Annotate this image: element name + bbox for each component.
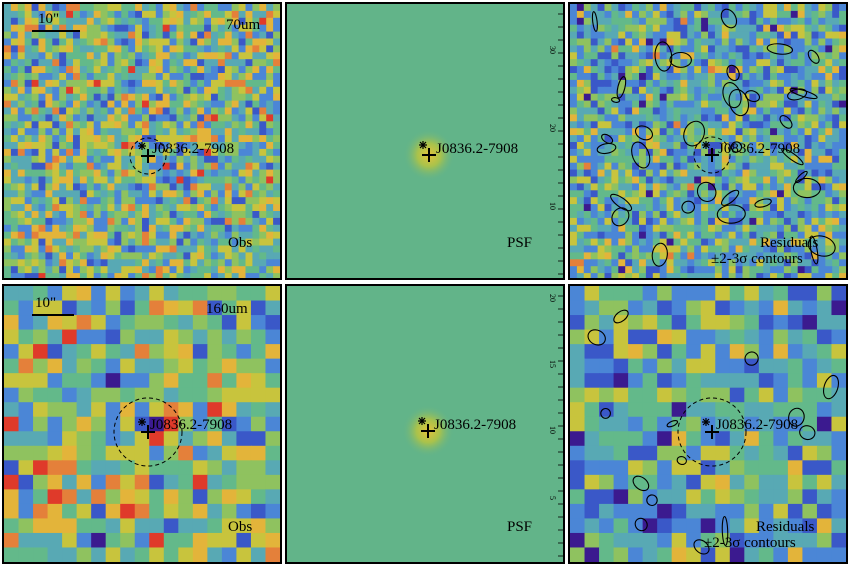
panel-label-obs: Obs — [228, 519, 253, 535]
psf-image-70um — [287, 4, 563, 278]
contour-line — [666, 419, 679, 428]
contour-line — [807, 235, 836, 257]
axis-tick-label: 20 — [548, 294, 557, 302]
contour-line — [616, 76, 627, 99]
contour-line — [634, 125, 654, 141]
contour-line — [726, 64, 740, 82]
contour-line — [613, 309, 629, 324]
residual-panel-160um: J0836.2-7908 Residuals ±2-3σ contours — [568, 284, 848, 564]
contour-line — [721, 516, 729, 546]
source-label: J0836.2-7908 — [436, 141, 519, 157]
contour-line — [683, 120, 706, 147]
contour-line — [596, 142, 617, 155]
contour-line — [696, 181, 717, 203]
panel-label-psf: PSF — [507, 519, 533, 535]
axis-tick-label: 10 — [548, 202, 557, 210]
contour-line — [822, 374, 840, 400]
catalog-asterisk — [702, 418, 710, 426]
source-label: J0836.2-7908 — [716, 417, 799, 433]
axis-tick-label: 10 — [548, 426, 557, 434]
panel-label-residuals: Residuals — [760, 235, 819, 251]
position-cross — [141, 149, 155, 163]
aperture-circle — [693, 136, 731, 174]
contour-line — [728, 89, 750, 117]
contour-line — [788, 407, 805, 427]
residual-panel-70um: J0836.2-7908 Residuals ±2-3σ contours — [568, 2, 848, 280]
contour-line — [744, 90, 761, 103]
contour-line — [676, 455, 687, 466]
panel-label-psf: PSF — [507, 235, 533, 251]
residual-image-160um — [570, 286, 846, 562]
contour-line — [646, 494, 658, 507]
panel-label-contours: ±2-3σ contours — [711, 251, 803, 267]
contour-line — [789, 87, 818, 100]
source-label: J0836.2-7908 — [434, 417, 517, 433]
contour-line — [587, 329, 606, 346]
contour-line — [611, 207, 630, 227]
psf-panel-70um: J0836.2-7908 PSF 30 20 10 — [285, 2, 565, 280]
contour-line — [610, 193, 633, 212]
contour-line — [651, 242, 668, 267]
catalog-asterisk — [138, 142, 146, 150]
contour-line — [600, 407, 611, 419]
contour-line — [601, 133, 614, 144]
scale-bar-label: 10" — [38, 11, 60, 27]
scale-bar-label: 10" — [35, 295, 57, 311]
obs-image-70um — [4, 4, 280, 278]
position-cross — [141, 425, 155, 439]
contour-line — [730, 141, 743, 153]
panel-label-contours: ±2-3σ contours — [704, 535, 796, 551]
contour-line — [631, 141, 651, 169]
position-cross — [705, 425, 719, 439]
aperture-circle — [129, 137, 167, 175]
panel-label-obs: Obs — [228, 235, 253, 251]
source-label: J0836.2-7908 — [718, 141, 801, 157]
axis-tick-label: 15 — [548, 360, 557, 368]
psf-image-160um — [287, 286, 563, 562]
contour-line — [744, 351, 759, 366]
contour-line — [632, 475, 650, 492]
obs-panel-160um: 10" 160um J0836.2-7908 Obs — [2, 284, 282, 564]
contour-line — [766, 43, 794, 55]
axis-tick-label: 30 — [548, 46, 557, 54]
contour-line — [669, 51, 692, 68]
residual-image-70um — [570, 4, 846, 278]
aperture-circle — [677, 397, 747, 467]
psf-panel-160um: J0836.2-7908 PSF 20 15 10 5 — [285, 284, 565, 564]
source-label: J0836.2-7908 — [150, 417, 233, 433]
scale-bar — [32, 30, 80, 32]
contour-line — [792, 177, 821, 199]
scale-bar — [32, 314, 74, 316]
catalog-asterisk — [702, 141, 710, 149]
contour-line — [754, 198, 772, 208]
contour-line — [807, 49, 820, 64]
contour-line — [591, 11, 598, 32]
contour-line — [654, 41, 673, 72]
panel-label-residuals: Residuals — [756, 519, 815, 535]
contour-line — [611, 97, 621, 103]
contour-line — [681, 200, 696, 214]
band-label: 70um — [226, 17, 261, 33]
position-cross — [705, 148, 719, 162]
catalog-asterisk — [138, 418, 146, 426]
contour-line — [716, 204, 746, 224]
axis-tick-label: 20 — [548, 124, 557, 132]
contour-line — [634, 517, 648, 532]
contour-line — [787, 88, 808, 101]
contour-line — [720, 189, 740, 206]
contour-line — [693, 539, 710, 555]
axis-tick-label: 5 — [548, 496, 557, 500]
band-label: 160um — [206, 301, 248, 317]
contour-line — [781, 148, 804, 166]
source-label: J0836.2-7908 — [152, 141, 235, 157]
contour-line — [720, 8, 738, 29]
contour-line — [779, 115, 793, 129]
aperture-circle — [113, 397, 183, 467]
obs-panel-70um: 10" 70um J0836.2-7908 Obs — [2, 2, 282, 280]
obs-image-160um — [4, 286, 280, 562]
contour-line — [799, 425, 816, 441]
contour-line — [722, 82, 742, 109]
